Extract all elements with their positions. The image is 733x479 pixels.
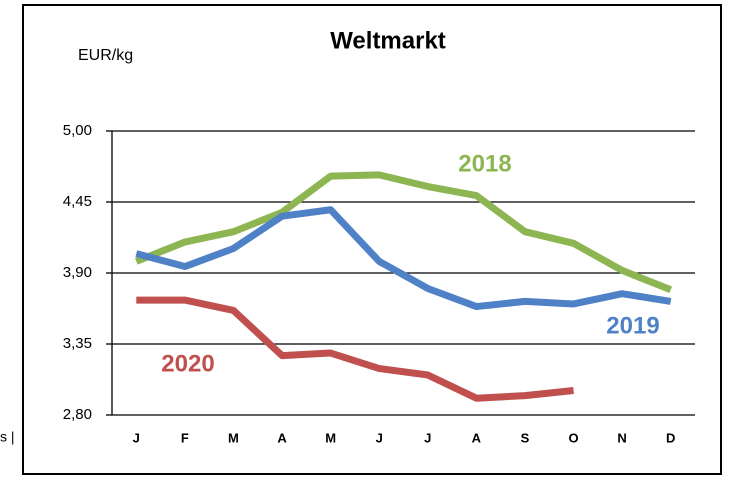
text-fragment: s | [0,429,15,445]
x-tick-label: F [181,430,189,445]
series-line [136,296,574,402]
chart-title: Weltmarkt [330,27,446,54]
y-axis-label: EUR/kg [78,47,133,64]
chart-frame [22,4,722,475]
x-tick-label: A [277,430,287,445]
series-label: 2019 [606,312,659,339]
y-tick-label: 2,80 [63,406,92,423]
series-line [135,206,672,311]
series-line [134,171,673,294]
x-tick-label: S [521,430,530,445]
y-tick-label: 3,90 [63,264,92,281]
x-tick-label: O [568,430,578,445]
x-tick-label: J [133,430,140,445]
x-tick-label: J [424,430,431,445]
series-label: 2018 [458,150,511,177]
y-tick-label: 5,00 [63,122,92,139]
x-tick-label: D [666,430,675,445]
x-tick-label: M [228,430,239,445]
x-tick-label: J [376,430,383,445]
x-tick-label: M [325,430,336,445]
x-tick-label: N [617,430,626,445]
series-label: 2020 [161,350,214,377]
y-tick-label: 3,35 [63,335,92,352]
y-tick-label: 4,45 [63,193,92,210]
x-tick-label: A [472,430,482,445]
